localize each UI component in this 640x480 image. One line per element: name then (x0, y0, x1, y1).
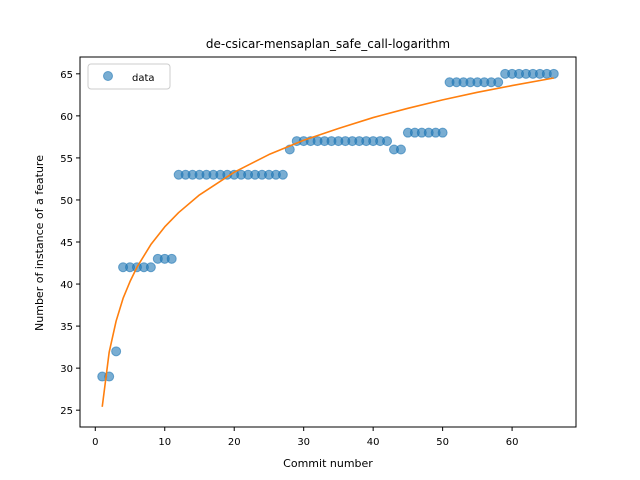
plot-area (97, 68, 559, 407)
data-point (145, 262, 156, 273)
plot-frame (79, 56, 577, 428)
legend-marker-data (103, 71, 113, 81)
data-point (493, 77, 504, 88)
data-point (437, 127, 448, 138)
data-point (382, 136, 393, 147)
x-axis: 0 10 20 30 40 50 60 (92, 427, 518, 448)
y-tick-label: 65 (60, 70, 73, 81)
chart-title: de-csicar-mensaplan_safe_call-logarithm (206, 37, 450, 51)
legend-label-data: data (132, 73, 155, 84)
fit-line (101, 77, 554, 407)
x-tick-label: 40 (367, 437, 380, 448)
y-tick-label: 50 (60, 196, 73, 207)
data-point (166, 253, 177, 264)
x-tick-label: 30 (297, 437, 310, 448)
x-tick-label: 10 (158, 437, 171, 448)
y-tick-label: 60 (60, 112, 73, 123)
x-tick-label: 50 (436, 437, 449, 448)
legend-box (87, 63, 171, 90)
data-point (395, 144, 406, 155)
x-axis-label: Commit number (283, 457, 373, 470)
y-tick-label: 55 (60, 154, 73, 165)
y-axis: 25 30 35 40 45 50 55 60 65 (60, 70, 80, 417)
y-tick-label: 25 (60, 406, 73, 417)
data-point (548, 68, 559, 79)
x-tick-label: 20 (228, 437, 241, 448)
y-tick-label: 45 (60, 238, 73, 249)
data-point (277, 169, 288, 180)
y-tick-label: 40 (60, 280, 73, 291)
y-tick-label: 30 (60, 364, 73, 375)
x-tick-label: 60 (506, 437, 519, 448)
y-axis-label: Number of instance of a feature (33, 155, 46, 331)
data-point (111, 346, 122, 357)
legend: data (87, 63, 171, 90)
x-tick-label: 0 (92, 437, 98, 448)
y-tick-label: 35 (60, 322, 73, 333)
